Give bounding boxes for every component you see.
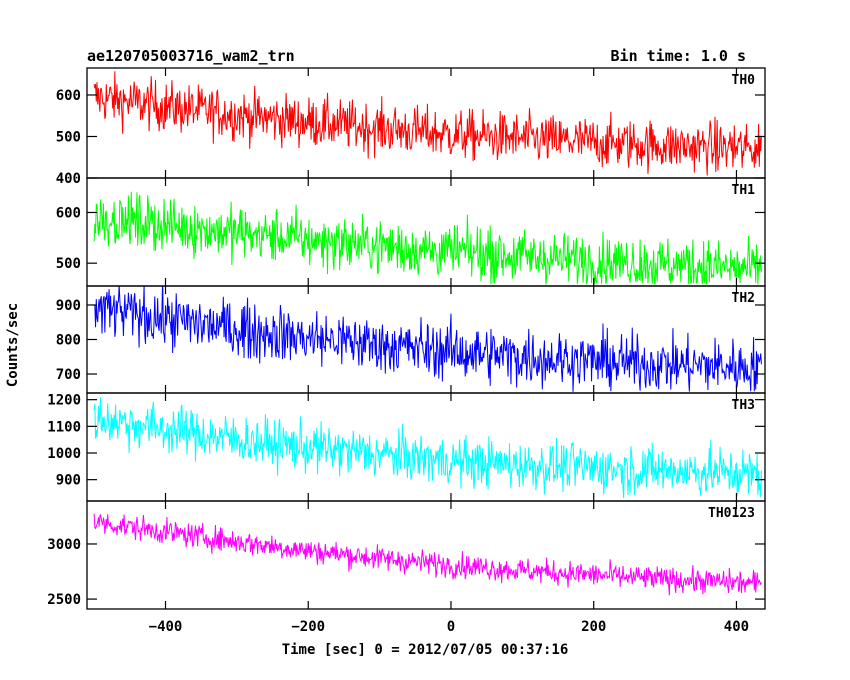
y-tick-label-th3: 1000 [47,446,81,462]
series-line-th0 [93,71,762,176]
chart-title-left: ae120705003716_wam2_trn [87,47,295,65]
series-line-th2 [94,286,762,392]
y-tick-label-th0: 500 [56,129,81,145]
x-tick-label: −200 [291,619,325,635]
x-tick-label: 0 [447,619,455,635]
x-axis-label: Time [sec] 0 = 2012/07/05 00:37:16 [282,642,569,658]
panel-frame-th1 [86,177,766,287]
x-tick-label: 400 [724,619,749,635]
panel-frame-th2 [86,285,766,394]
chart-title-right: Bin time: 1.0 s [611,47,746,65]
y-tick-label-th3: 1200 [47,393,81,409]
panel-label-th0: TH0 [732,73,756,88]
panel-label-th2: TH2 [732,291,755,306]
y-tick-label-th1: 500 [56,256,81,272]
y-tick-label-th0123: 2500 [47,592,81,608]
y-tick-label-th0: 600 [56,88,81,104]
y-tick-label-th0: 400 [56,171,81,187]
panel-frame-th0123 [86,500,766,610]
x-tick-label: 200 [581,619,606,635]
series-line-th0123 [93,513,762,596]
panel-label-th3: TH3 [732,398,755,413]
panel-label-th1: TH1 [732,183,756,198]
panel-label-th0123: TH0123 [708,506,755,521]
y-axis-label: Counts/sec [5,303,21,387]
y-tick-label-th2: 700 [56,367,81,383]
y-tick-label-th0123: 3000 [47,537,81,553]
y-tick-label-th2: 800 [56,333,81,349]
plot-area: TH0 400 500 600 TH1 500 600 TH2 700 800 900 TH3 900 1… [47,67,766,635]
y-tick-label-th1: 600 [56,205,81,221]
y-tick-label-th3: 1100 [47,419,81,435]
series-line-th1 [93,191,762,285]
y-tick-label-th2: 900 [56,298,81,314]
y-tick-label-th3: 900 [56,473,81,489]
series-line-th3 [93,397,762,499]
x-tick-label: −400 [149,619,183,635]
